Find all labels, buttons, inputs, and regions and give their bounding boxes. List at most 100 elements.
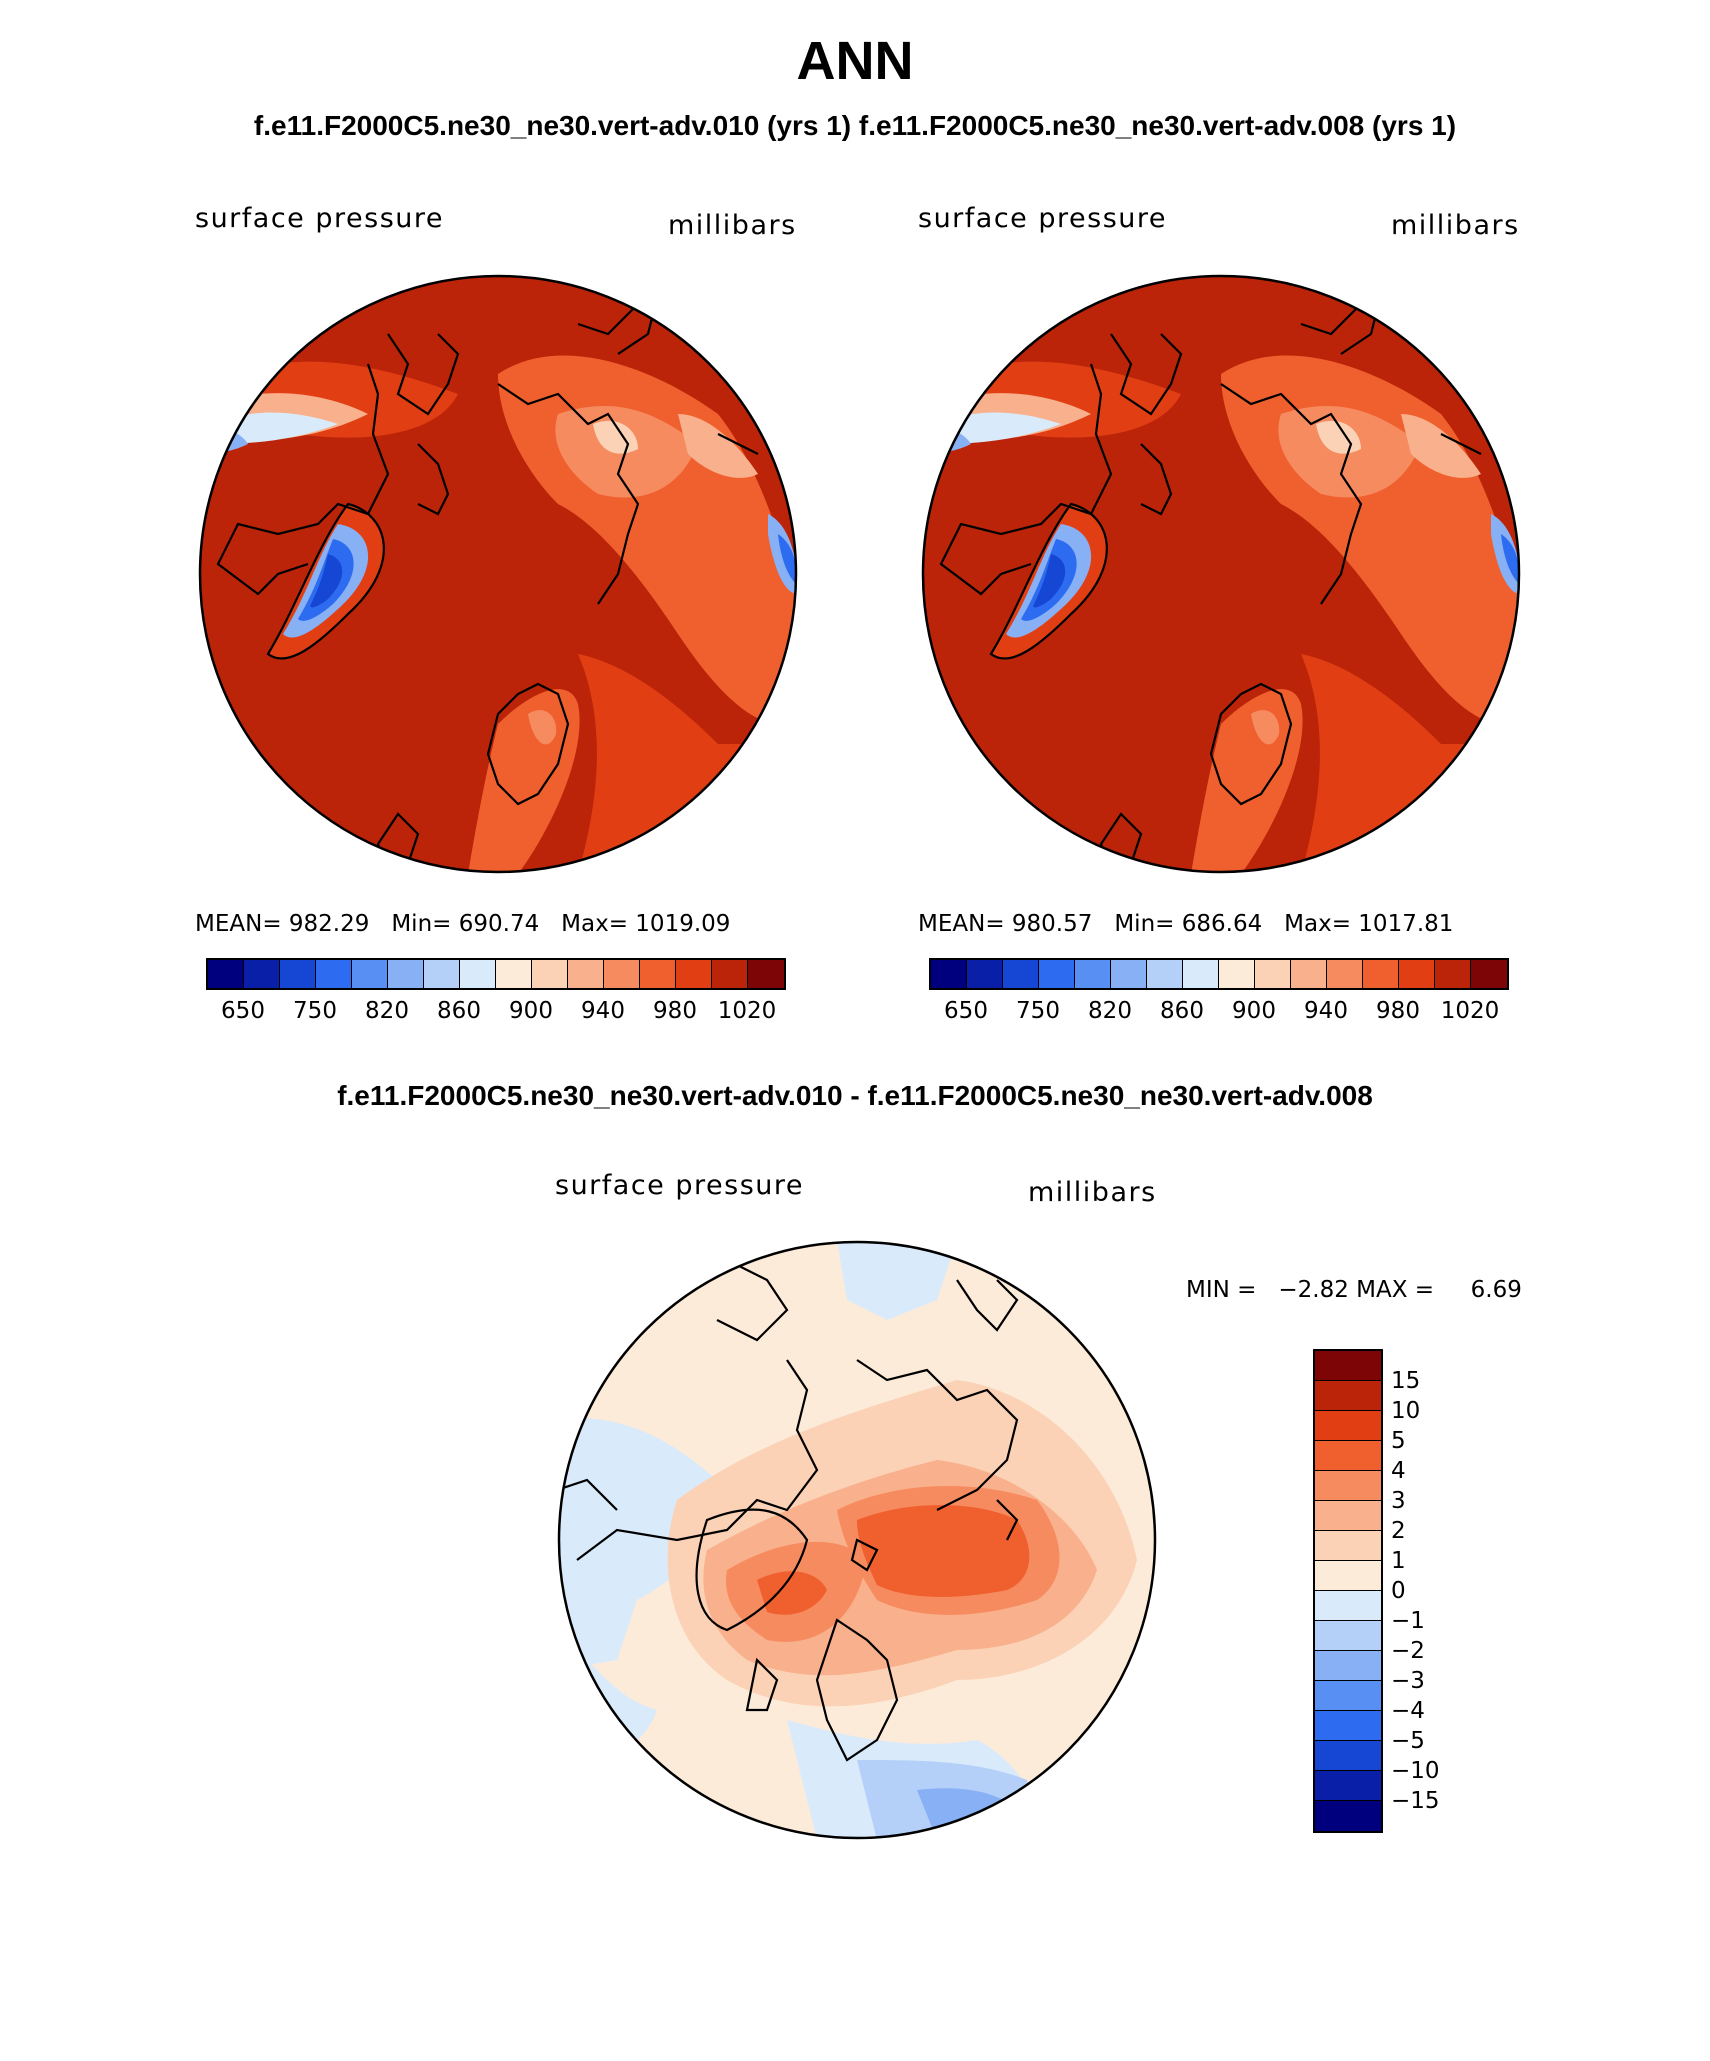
colorbar-swatch bbox=[1147, 960, 1183, 988]
colorbar-tick-label: 750 bbox=[1016, 998, 1060, 1024]
colorbar-tick-label: −10 bbox=[1391, 1758, 1440, 1784]
diff-max-value: 6.69 bbox=[1470, 1277, 1522, 1303]
colorbar-swatch bbox=[640, 960, 676, 988]
colorbar-tick-label: −3 bbox=[1391, 1668, 1425, 1694]
colorbar-swatch bbox=[1327, 960, 1363, 988]
colorbar-tick-label: −1 bbox=[1391, 1608, 1425, 1634]
colorbar-tick-label: 3 bbox=[1391, 1488, 1406, 1514]
colorbar-tick-label: 820 bbox=[1088, 998, 1132, 1024]
panel1-stats: MEAN= 982.29 Min= 690.74 Max= 1019.09 bbox=[195, 911, 730, 937]
panel2-max-label: Max= bbox=[1284, 911, 1351, 937]
colorbar-swatch bbox=[748, 960, 784, 988]
colorbar-tick-label: 900 bbox=[1232, 998, 1276, 1024]
colorbar-swatch bbox=[1315, 1591, 1381, 1621]
panel1-polar-map bbox=[198, 274, 798, 874]
diff-title: f.e11.F2000C5.ne30_ne30.vert-adv.010 - f… bbox=[337, 1080, 1373, 1111]
colorbar-tick-label: 820 bbox=[365, 998, 409, 1024]
colorbar-tick-label: 750 bbox=[293, 998, 337, 1024]
diff-min-value: −2.82 bbox=[1278, 1277, 1349, 1303]
colorbar-tick-label: −2 bbox=[1391, 1638, 1425, 1664]
colorbar-tick-label: 980 bbox=[1376, 998, 1420, 1024]
panel1-min-value: 690.74 bbox=[458, 911, 540, 937]
panel2-mean-label: MEAN= bbox=[918, 911, 1005, 937]
colorbar-tick-label: 10 bbox=[1391, 1398, 1421, 1424]
diff-polar-map bbox=[557, 1240, 1157, 1840]
colorbar-swatch bbox=[496, 960, 532, 988]
colorbar-swatch bbox=[931, 960, 967, 988]
panel1-variable-label: surface pressure bbox=[195, 203, 444, 234]
colorbar-swatch bbox=[1315, 1621, 1381, 1651]
colorbar-swatch bbox=[1075, 960, 1111, 988]
colorbar-swatch bbox=[1219, 960, 1255, 988]
panel1-max-label: Max= bbox=[561, 911, 628, 937]
colorbar-swatch bbox=[568, 960, 604, 988]
colorbar-tick-label: −5 bbox=[1391, 1728, 1425, 1754]
diff-minmax: MIN = −2.82 MAX = 6.69 bbox=[1186, 1277, 1522, 1303]
panel2-max-value: 1017.81 bbox=[1358, 911, 1454, 937]
panel2-colorbar: 650 750 820 860 900 940 980 1020 bbox=[929, 958, 1509, 1024]
colorbar-tick-label: 900 bbox=[509, 998, 553, 1024]
diff-colorbar: 15 10 5 4 3 2 1 0 −1 −2 −3 −4 −5 −10 −15 bbox=[1313, 1349, 1440, 1833]
colorbar-swatch bbox=[352, 960, 388, 988]
case-subtitle: f.e11.F2000C5.ne30_ne30.vert-adv.010 (yr… bbox=[253, 110, 1457, 141]
panel2-polar-map bbox=[921, 274, 1521, 874]
colorbar-swatch bbox=[1471, 960, 1507, 988]
colorbar-swatch bbox=[676, 960, 712, 988]
colorbar-swatch bbox=[460, 960, 496, 988]
colorbar-tick-label: 860 bbox=[1160, 998, 1204, 1024]
diff-min-label: MIN = bbox=[1186, 1277, 1257, 1303]
colorbar-swatch bbox=[1399, 960, 1435, 988]
colorbar-swatch bbox=[1315, 1681, 1381, 1711]
colorbar-swatch bbox=[1363, 960, 1399, 988]
colorbar-swatch bbox=[1315, 1441, 1381, 1471]
colorbar-swatch bbox=[424, 960, 460, 988]
colorbar-tick-label: −4 bbox=[1391, 1698, 1425, 1724]
colorbar-swatch bbox=[1183, 960, 1219, 988]
colorbar-swatch bbox=[1315, 1771, 1381, 1801]
colorbar-swatch bbox=[316, 960, 352, 988]
colorbar-tick-label: 15 bbox=[1391, 1368, 1421, 1394]
panel1-mean-label: MEAN= bbox=[195, 911, 282, 937]
panel1-min-label: Min= bbox=[391, 911, 452, 937]
colorbar-swatch bbox=[1111, 960, 1147, 988]
colorbar-swatch bbox=[1315, 1651, 1381, 1681]
colorbar-swatch bbox=[532, 960, 568, 988]
colorbar-swatch bbox=[1315, 1561, 1381, 1591]
panel2-min-label: Min= bbox=[1114, 911, 1175, 937]
colorbar-swatch bbox=[1255, 960, 1291, 988]
colorbar-swatch bbox=[712, 960, 748, 988]
colorbar-tick-label: 1 bbox=[1391, 1548, 1406, 1574]
colorbar-swatch bbox=[280, 960, 316, 988]
panel2-variable-label: surface pressure bbox=[918, 203, 1167, 234]
colorbar-swatch bbox=[1435, 960, 1471, 988]
colorbar-swatch bbox=[1315, 1711, 1381, 1741]
panel2-units-label: millibars bbox=[1391, 210, 1520, 241]
colorbar-swatch bbox=[1291, 960, 1327, 988]
colorbar-tick-label: 5 bbox=[1391, 1428, 1406, 1454]
panel1-mean-value: 982.29 bbox=[288, 911, 370, 937]
colorbar-swatch bbox=[967, 960, 1003, 988]
diff-units-label: millibars bbox=[1028, 1177, 1157, 1208]
panel1-colorbar: 650 750 820 860 900 940 980 1020 bbox=[206, 958, 786, 1024]
colorbar-tick-label: 2 bbox=[1391, 1518, 1406, 1544]
colorbar-tick-label: 860 bbox=[437, 998, 481, 1024]
colorbar-tick-label: 980 bbox=[653, 998, 697, 1024]
colorbar-tick-label: 650 bbox=[944, 998, 988, 1024]
colorbar-swatch bbox=[1315, 1801, 1381, 1831]
colorbar-swatch bbox=[1315, 1471, 1381, 1501]
colorbar-swatch bbox=[1315, 1531, 1381, 1561]
panel1-units-label: millibars bbox=[668, 210, 797, 241]
panel2-min-value: 686.64 bbox=[1181, 911, 1263, 937]
colorbar-swatch bbox=[1315, 1351, 1381, 1381]
colorbar-swatch bbox=[604, 960, 640, 988]
colorbar-tick-label: −15 bbox=[1391, 1788, 1440, 1814]
colorbar-swatch bbox=[388, 960, 424, 988]
diff-max-label: MAX = bbox=[1356, 1277, 1435, 1303]
colorbar-swatch bbox=[1315, 1501, 1381, 1531]
page-title: ANN bbox=[796, 31, 914, 91]
colorbar-swatch bbox=[1039, 960, 1075, 988]
panel2-mean-value: 980.57 bbox=[1011, 911, 1093, 937]
colorbar-swatch bbox=[1315, 1411, 1381, 1441]
colorbar-swatch bbox=[208, 960, 244, 988]
colorbar-tick-label: 940 bbox=[581, 998, 625, 1024]
